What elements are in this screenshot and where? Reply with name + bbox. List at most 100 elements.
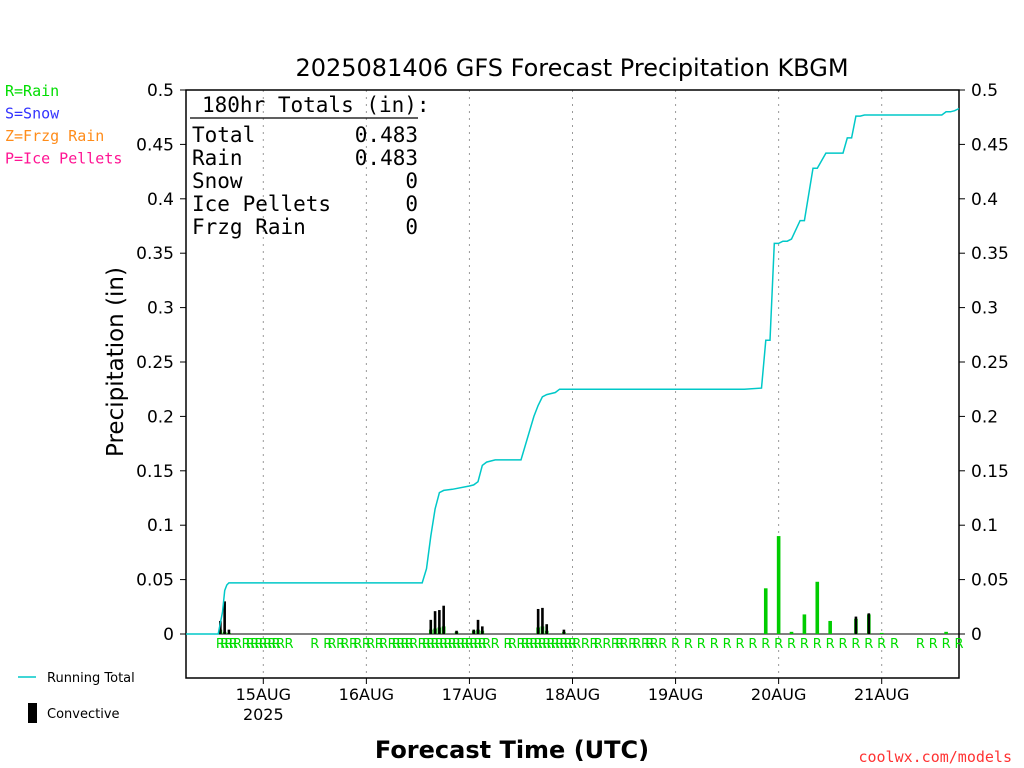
totals-box: 180hr Totals (in): Total 0.483 Rain 0.483 Sn… <box>190 93 430 239</box>
convective-bar <box>429 619 433 634</box>
ptype-marker: R <box>229 637 238 652</box>
x-tick-label: 16AUG <box>339 685 394 704</box>
ptype-marker: R <box>671 637 680 652</box>
convective-bar <box>541 607 544 634</box>
ptype-marker: R <box>559 637 568 652</box>
totals-label: Frzg Rain <box>192 215 306 239</box>
y-tick-label-right: 0.15 <box>971 462 1009 482</box>
totals-label: Snow <box>192 169 243 193</box>
ptype-marker: R <box>650 637 659 652</box>
series-legend-label: Running Total <box>47 671 135 686</box>
ptype-marker: R <box>456 637 465 652</box>
ptype-marker: R <box>632 637 641 652</box>
ptype-marker: R <box>396 637 405 652</box>
ptype-marker: R <box>723 637 732 652</box>
x-tick-label: 15AUG <box>236 685 291 704</box>
precip-bars <box>218 536 948 634</box>
rain-bar <box>944 631 948 634</box>
ptype-marker: R <box>890 637 899 652</box>
ptype-marker: R <box>327 637 336 652</box>
y-axis-right: 0 0.05 0.1 0.15 0.2 0.25 0.3 0.35 0.4 0.45 0.5 <box>959 81 1009 645</box>
ptype-legend-item: P=Ice Pellets <box>5 150 122 168</box>
chart-title: 2025081406 GFS Forecast Precipitation KB… <box>295 54 848 82</box>
rain-bar <box>828 620 832 634</box>
convective-bar <box>433 611 437 634</box>
ptype-marker: R <box>516 637 525 652</box>
ptype-marker: R <box>877 637 886 652</box>
y-tick-label: 0.15 <box>136 462 174 482</box>
y-tick-label-right: 0.4 <box>971 190 998 210</box>
ptype-marker: R <box>362 637 371 652</box>
ptype-marker: R <box>482 637 491 652</box>
ptype-marker: R <box>839 637 848 652</box>
ptype-marker: R <box>443 637 452 652</box>
y-tick-label-right: 0.45 <box>971 135 1009 155</box>
ptype-marker: R <box>594 637 603 652</box>
ptype-marker: R <box>233 637 242 652</box>
ptype-marker: R <box>246 637 255 652</box>
y-tick-label: 0.4 <box>147 190 174 210</box>
ptype-marker: R <box>800 637 809 652</box>
x-tick-label: 18AUG <box>545 685 600 704</box>
ptype-marker: R <box>263 637 272 652</box>
ptype-marker: R <box>748 637 757 652</box>
x-axis-label: Forecast Time (UTC) <box>375 736 649 764</box>
ptype-marker: R <box>310 637 319 652</box>
ptype-marker: R <box>379 637 388 652</box>
ptype-marker: R <box>774 637 783 652</box>
y-tick-label-right: 0.1 <box>971 516 998 536</box>
convective-bar <box>438 610 441 634</box>
totals-value: 0 <box>405 192 418 216</box>
ptype-marker: R <box>581 637 590 652</box>
ptype-marker: R <box>276 637 285 652</box>
ptype-marker: R <box>542 637 551 652</box>
y-tick-label: 0.3 <box>147 299 174 319</box>
ptype-marker: R <box>929 637 938 652</box>
ptype-marker: R <box>525 637 534 652</box>
ptype-marker: R <box>547 637 556 652</box>
ptype-marker: R <box>336 637 345 652</box>
ptype-marker: R <box>589 637 598 652</box>
rain-bar <box>815 581 820 634</box>
convective-bar <box>227 629 231 634</box>
ptype-marker: R <box>469 637 478 652</box>
y-tick-label: 0.05 <box>136 571 174 591</box>
convective-bar <box>854 616 858 634</box>
rain-bar <box>789 631 794 634</box>
ptype-marker: R <box>508 637 517 652</box>
ptype-marker: R <box>465 637 474 652</box>
ptype-marker: R <box>658 637 667 652</box>
convective-bar <box>219 620 222 634</box>
ptype-marker: R <box>285 637 294 652</box>
ptype-marker: R <box>620 637 629 652</box>
ptype-marker: R <box>392 637 401 652</box>
y-tick-label-right: 0.35 <box>971 244 1009 264</box>
ptype-marker: R <box>478 637 487 652</box>
totals-value: 0.483 <box>355 146 418 170</box>
x-tick-label: 21AUG <box>854 685 909 704</box>
y-tick-label: 0.45 <box>136 135 174 155</box>
ptype-marker: R <box>340 637 349 652</box>
convective-bar <box>476 619 480 634</box>
y-tick-label: 0.25 <box>136 353 174 373</box>
convective-bar <box>562 629 566 634</box>
y-tick-label-right: 0.5 <box>971 81 998 101</box>
ptype-legend-item: Z=Frzg Rain <box>5 127 104 145</box>
convective-swatch <box>28 703 37 723</box>
totals-label: Rain <box>192 146 243 170</box>
ptype-marker: R <box>250 637 259 652</box>
ptype-marker: R <box>224 637 233 652</box>
y-tick-label: 0 <box>163 625 174 645</box>
ptype-marker: R <box>452 637 461 652</box>
ptype-marker: R <box>405 637 414 652</box>
ptype-marker: R <box>366 637 375 652</box>
ptype-marker: R <box>864 637 873 652</box>
ptype-marker: R <box>521 637 530 652</box>
ptype-marker: R <box>710 637 719 652</box>
ptype-marker: R <box>735 637 744 652</box>
rain-bar <box>763 588 768 634</box>
ptype-marker: R <box>551 637 560 652</box>
